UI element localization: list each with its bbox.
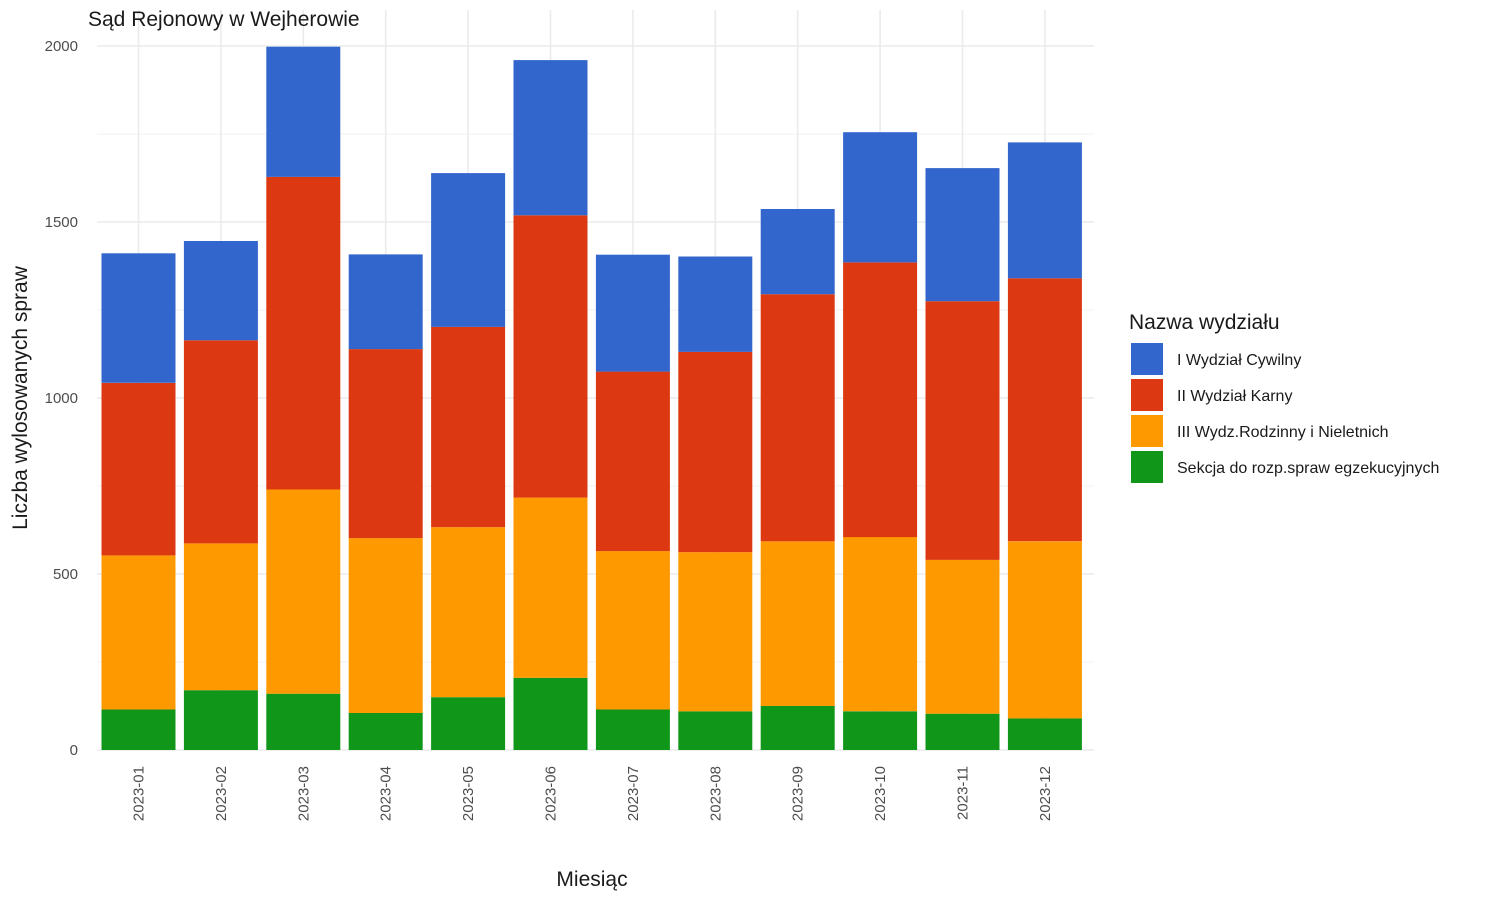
bar-segment-2023-09-s0 [760, 706, 835, 750]
bar-segment-2023-04-s1 [348, 538, 423, 713]
bar-segment-2023-04-s0 [348, 713, 423, 750]
bar-segment-2023-01-s0 [101, 709, 176, 750]
x-tick-label: 2023-03 [295, 766, 312, 821]
bar-segment-2023-03-s1 [266, 489, 341, 694]
bar-segment-2023-03-s0 [266, 693, 341, 750]
legend: Nazwa wydziału I Wydział Cywilny II Wydzi… [1129, 311, 1439, 483]
bar-segment-2023-02-s0 [183, 690, 258, 750]
x-tick-label: 2023-05 [460, 766, 477, 821]
bar-segment-2023-02-s3 [183, 241, 258, 341]
bar-segment-2023-05-s2 [431, 326, 506, 528]
bar-segment-2023-11-s1 [925, 559, 1000, 714]
bar-segment-2023-07-s1 [595, 551, 670, 710]
bar-segment-2023-10-s1 [843, 537, 918, 712]
bar-segment-2023-12-s0 [1007, 718, 1082, 750]
legend-swatch [1131, 379, 1163, 411]
bar-segment-2023-07-s2 [595, 371, 670, 552]
bar-segment-2023-04-s3 [348, 254, 423, 350]
x-tick-label: 2023-04 [378, 766, 395, 821]
y-tick-label: 0 [70, 742, 78, 759]
x-tick-label: 2023-09 [790, 766, 807, 821]
bars [101, 46, 1082, 750]
bar-segment-2023-09-s1 [760, 541, 835, 706]
bar-segment-2023-05-s1 [431, 527, 506, 698]
y-tick-label: 500 [53, 566, 78, 583]
bar-segment-2023-01-s3 [101, 253, 176, 383]
bar-segment-2023-02-s1 [183, 543, 258, 691]
x-tick-label: 2023-01 [131, 766, 148, 821]
x-tick-label: 2023-10 [872, 766, 889, 821]
legend-swatch [1131, 451, 1163, 483]
x-tick-label: 2023-11 [955, 766, 972, 820]
y-tick-label: 1500 [45, 214, 78, 231]
bar-segment-2023-10-s0 [843, 711, 918, 750]
x-tick-label: 2023-07 [625, 766, 642, 821]
bar-segment-2023-07-s0 [595, 709, 670, 750]
bar-segment-2023-06-s3 [513, 60, 588, 216]
bar-segment-2023-06-s1 [513, 497, 588, 678]
bar-segment-2023-06-s0 [513, 677, 588, 750]
x-tick-label: 2023-08 [707, 766, 724, 821]
bar-segment-2023-12-s2 [1007, 278, 1082, 542]
chart-title: Sąd Rejonowy w Wejherowie [88, 8, 360, 31]
legend-swatch [1131, 415, 1163, 447]
x-tick-label: 2023-06 [543, 766, 560, 821]
bar-segment-2023-10-s3 [843, 132, 918, 263]
bar-segment-2023-03-s3 [266, 46, 341, 177]
y-axis-title: Liczba wylosowanych spraw [9, 265, 32, 530]
bar-segment-2023-09-s3 [760, 209, 835, 295]
y-tick-label: 1000 [45, 390, 78, 407]
bar-segment-2023-08-s3 [678, 256, 753, 352]
bar-segment-2023-08-s1 [678, 552, 753, 712]
bar-segment-2023-08-s0 [678, 711, 753, 750]
bar-segment-2023-06-s2 [513, 215, 588, 498]
legend-label: II Wydział Karny [1177, 388, 1292, 405]
bar-segment-2023-12-s3 [1007, 142, 1082, 279]
x-tick-label: 2023-02 [213, 766, 230, 821]
bar-segment-2023-04-s2 [348, 349, 423, 539]
bar-segment-2023-03-s2 [266, 176, 341, 490]
legend-swatch [1131, 343, 1163, 375]
bar-segment-2023-08-s2 [678, 351, 753, 553]
legend-label: Sekcja do rozp.spraw egzekucyjnych [1177, 460, 1439, 477]
x-axis-ticks: 2023-01 2023-02 2023-03 2023-04 2023-05 2023-… [131, 766, 1054, 821]
legend-label: I Wydział Cywilny [1177, 352, 1301, 369]
bar-segment-2023-07-s3 [595, 254, 670, 372]
bar-segment-2023-01-s2 [101, 382, 176, 556]
legend-label: III Wydz.Rodzinny i Nieletnich [1177, 424, 1389, 441]
y-axis-ticks: 0 500 1000 1500 2000 [45, 38, 78, 759]
bar-segment-2023-11-s3 [925, 168, 1000, 302]
bar-segment-2023-01-s1 [101, 555, 176, 710]
x-axis-title: Miesiąc [556, 868, 627, 891]
y-tick-label: 2000 [45, 38, 78, 55]
legend-title: Nazwa wydziału [1129, 311, 1280, 334]
bar-segment-2023-02-s2 [183, 340, 258, 544]
x-tick-label: 2023-12 [1037, 766, 1054, 821]
bar-segment-2023-11-s0 [925, 713, 1000, 750]
bar-segment-2023-10-s2 [843, 262, 918, 538]
bar-segment-2023-09-s2 [760, 294, 835, 542]
bar-segment-2023-12-s1 [1007, 541, 1082, 719]
bar-segment-2023-05-s0 [431, 697, 506, 750]
bar-segment-2023-05-s3 [431, 173, 506, 327]
bar-segment-2023-11-s2 [925, 301, 1000, 560]
